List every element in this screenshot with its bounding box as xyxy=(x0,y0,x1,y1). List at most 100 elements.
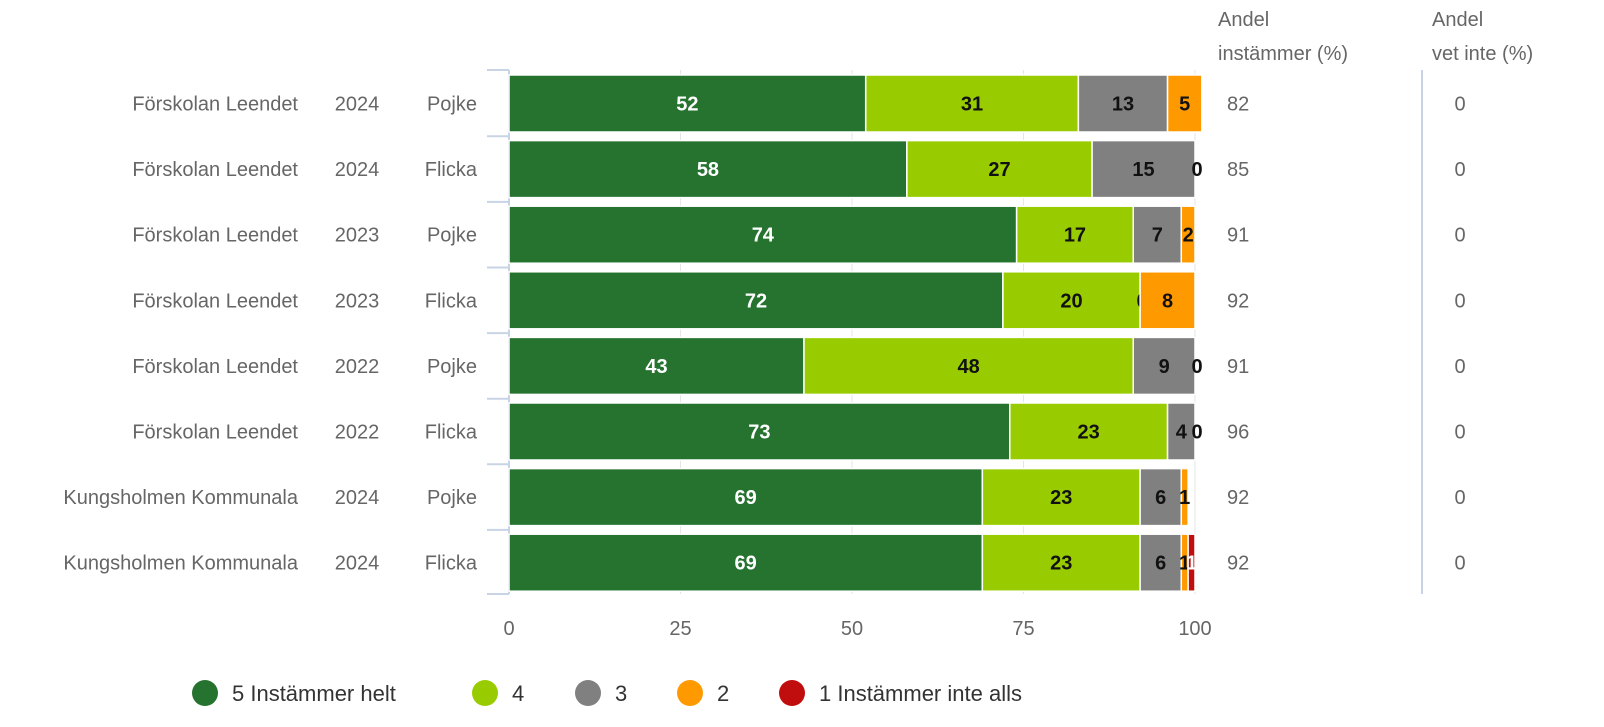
andel-instammer-value: 92 xyxy=(1227,290,1249,312)
col-header-vet-inte-line1: Andel xyxy=(1432,9,1483,31)
bar-value-label: 0 xyxy=(1191,422,1202,444)
bar-segment[interactable] xyxy=(1180,467,1189,527)
row-label-school: Förskolan Leendet xyxy=(132,225,298,247)
andel-instammer-value: 85 xyxy=(1227,159,1249,181)
x-tick-label: 25 xyxy=(669,618,691,640)
andel-vet-inte-value: 0 xyxy=(1454,553,1465,575)
bar-segment[interactable] xyxy=(508,533,984,592)
row-label-year: 2024 xyxy=(335,553,380,575)
row-label-year: 2024 xyxy=(335,94,380,116)
bar-segment[interactable] xyxy=(1187,533,1196,592)
bar-value-label: 23 xyxy=(1050,487,1072,509)
row-label-gender: Pojke xyxy=(427,356,477,378)
bar-segment[interactable] xyxy=(981,467,1141,527)
andel-vet-inte-value: 0 xyxy=(1454,159,1465,181)
bar-value-label: 1 xyxy=(1179,487,1190,509)
row-label-year: 2022 xyxy=(335,356,380,378)
bar-value-label: 73 xyxy=(748,422,770,444)
legend-swatch xyxy=(575,680,601,706)
bar-value-label: 23 xyxy=(1078,422,1100,444)
andel-vet-inte-value: 0 xyxy=(1454,225,1465,247)
legend-label: 4 xyxy=(512,681,524,706)
bar-value-label: 31 xyxy=(961,94,983,116)
legend-item[interactable]: 3 xyxy=(575,680,627,706)
andel-instammer-value: 82 xyxy=(1227,94,1249,116)
bar-value-label: 74 xyxy=(752,225,775,247)
x-tick-label: 0 xyxy=(503,618,514,640)
bar-segment[interactable] xyxy=(508,336,805,396)
legend-swatch xyxy=(779,680,805,706)
bar-segment[interactable] xyxy=(1132,336,1196,396)
andel-vet-inte-value: 0 xyxy=(1454,422,1465,444)
bar-value-label: 9 xyxy=(1159,356,1170,378)
bar-value-label: 72 xyxy=(745,290,767,312)
bar-value-label: 69 xyxy=(735,487,757,509)
bar-value-label: 5 xyxy=(1179,94,1190,116)
row-label-school: Förskolan Leendet xyxy=(132,94,298,116)
bar-segment[interactable] xyxy=(1002,271,1141,330)
legend: 5 Instämmer helt 4 3 2 1 Instämmer inte alls xyxy=(192,680,1022,706)
column-headers: Andel instämmer (%) Andel vet inte (%) xyxy=(1218,9,1533,65)
col-header-vet-inte-line2: vet inte (%) xyxy=(1432,43,1533,65)
row-label-gender: Pojke xyxy=(427,225,477,247)
bar-segment[interactable] xyxy=(1077,74,1169,133)
bar-segment[interactable] xyxy=(1139,533,1183,592)
andel-instammer-value: 91 xyxy=(1227,356,1249,378)
bar-value-label: 13 xyxy=(1112,94,1134,116)
bar-segment[interactable] xyxy=(508,402,1011,461)
legend-swatch xyxy=(192,680,218,706)
row-label-year: 2024 xyxy=(335,487,380,509)
extra-column-values: 82 0 85 0 91 0 92 0 91 0 96 0 92 0 92 0 xyxy=(1227,94,1466,575)
andel-instammer-value: 96 xyxy=(1227,422,1249,444)
row-label-school: Kungsholmen Kommunala xyxy=(63,487,298,509)
bar-segment[interactable] xyxy=(1180,205,1196,264)
bar-segment[interactable] xyxy=(1139,271,1196,330)
row-label-school: Förskolan Leendet xyxy=(132,290,298,312)
bar-segment[interactable] xyxy=(906,139,1093,199)
bar-value-label: 58 xyxy=(697,159,719,181)
legend-label: 5 Instämmer helt xyxy=(232,681,396,706)
bar-value-label: 15 xyxy=(1132,159,1154,181)
bar-segment[interactable] xyxy=(1015,205,1135,264)
bar-value-label: 6 xyxy=(1155,487,1166,509)
bar-value-label: 1 xyxy=(1179,553,1190,575)
bar-segment[interactable] xyxy=(803,336,1135,396)
legend-item[interactable]: 2 xyxy=(677,680,729,706)
x-tick-label: 75 xyxy=(1012,618,1034,640)
bar-segment[interactable] xyxy=(508,74,867,133)
bars: 5231135582715074177272200843489073234069… xyxy=(508,74,1203,592)
x-tick-label: 100 xyxy=(1178,618,1211,640)
bar-segment[interactable] xyxy=(1091,139,1196,199)
andel-vet-inte-value: 0 xyxy=(1454,94,1465,116)
andel-instammer-value: 91 xyxy=(1227,225,1249,247)
bar-value-label: 69 xyxy=(735,553,757,575)
legend-label: 1 Instämmer inte alls xyxy=(819,681,1022,706)
andel-vet-inte-value: 0 xyxy=(1454,290,1465,312)
row-label-year: 2023 xyxy=(335,290,380,312)
row-label-school: Kungsholmen Kommunala xyxy=(63,553,298,575)
bar-segment[interactable] xyxy=(1166,74,1203,133)
bar-segment[interactable] xyxy=(508,139,908,199)
bar-segment[interactable] xyxy=(508,467,984,527)
bar-value-label: 8 xyxy=(1162,290,1173,312)
row-label-gender: Pojke xyxy=(427,94,477,116)
legend-item[interactable]: 5 Instämmer helt xyxy=(192,680,396,706)
bar-value-label: 20 xyxy=(1060,290,1082,312)
andel-vet-inte-value: 0 xyxy=(1454,356,1465,378)
row-label-gender: Pojke xyxy=(427,487,477,509)
bar-segment[interactable] xyxy=(1166,402,1196,461)
col-header-instammer-line2: instämmer (%) xyxy=(1218,43,1348,65)
bar-value-label: 23 xyxy=(1050,553,1072,575)
row-label-gender: Flicka xyxy=(425,290,478,312)
legend-item[interactable]: 1 Instämmer inte alls xyxy=(779,680,1022,706)
col-header-instammer-line1: Andel xyxy=(1218,9,1269,31)
bar-value-label: 27 xyxy=(988,159,1010,181)
row-label-gender: Flicka xyxy=(425,159,478,181)
legend-label: 2 xyxy=(717,681,729,706)
row-label-year: 2022 xyxy=(335,422,380,444)
legend-item[interactable]: 4 xyxy=(472,680,524,706)
bar-segment[interactable] xyxy=(1139,467,1183,527)
bar-segment[interactable] xyxy=(508,205,1018,264)
bar-value-label: 0 xyxy=(1191,159,1202,181)
